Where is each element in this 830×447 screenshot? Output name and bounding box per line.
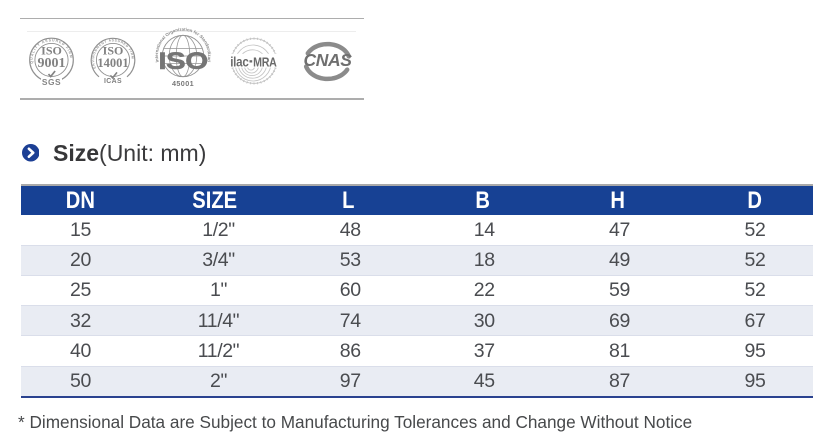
svg-text:ISO: ISO	[103, 44, 124, 58]
svg-text:CNAS: CNAS	[304, 50, 353, 70]
svg-text:14001: 14001	[97, 56, 128, 70]
svg-text:ilac: ilac	[230, 54, 248, 70]
svg-text:SGS: SGS	[42, 77, 61, 87]
svg-text:ISO: ISO	[158, 48, 207, 75]
svg-text:9001: 9001	[38, 56, 66, 71]
svg-text:45001: 45001	[172, 79, 194, 88]
svg-text:ICAS: ICAS	[104, 78, 122, 85]
svg-text:ISO: ISO	[41, 44, 62, 58]
svg-text:MRA: MRA	[253, 54, 277, 69]
